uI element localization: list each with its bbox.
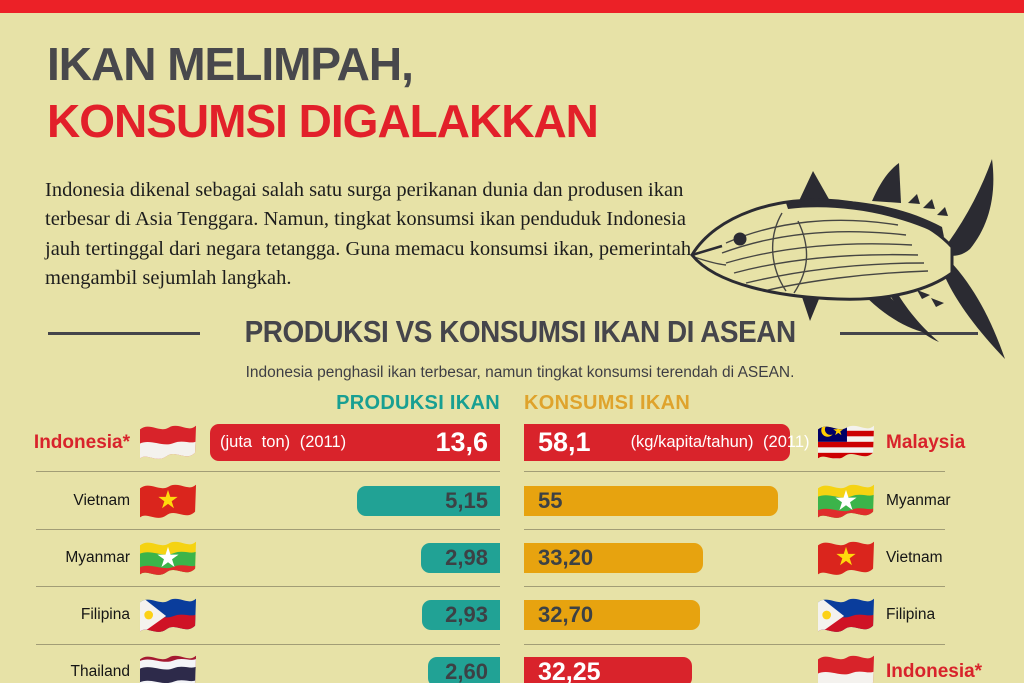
bar-unit-label: (juta ton) (2011) [220,433,347,451]
country-label-left: Indonesia* [33,431,130,453]
production-bar: 5,15 [357,486,500,516]
production-column-header: PRODUKSI IKAN [336,392,500,414]
bar-value: 5,15 [445,488,488,513]
philippines-flag-icon [817,592,875,638]
row-divider [36,586,500,587]
country-label-left: Thailand [70,663,130,680]
bar-unit-label: (kg/kapita/tahun) (2011) [630,433,810,451]
consumption-bar: 33,20 [524,543,703,573]
myanmar-flag-icon [817,478,875,524]
bar-value: 2,93 [445,602,488,627]
heading-rule-left [48,332,200,335]
top-red-bar [0,0,1024,13]
row-divider [36,644,500,645]
country-label-right: Malaysia [886,431,966,453]
section-subtitle: Indonesia penghasil ikan terbesar, namun… [245,364,795,381]
row-divider [524,471,945,472]
vietnam-flag-icon [139,478,197,524]
bar-value: 32,70 [538,602,594,627]
row-divider [524,586,945,587]
consumption-bar: 32,70 [524,600,700,630]
bar-value: 2,60 [445,659,488,683]
row-divider [36,471,500,472]
production-bar: 2,93 [422,600,500,630]
production-bar: 2,60 [428,657,500,683]
consumption-bar: 58,1 (kg/kapita/tahun) (2011) [524,424,810,461]
country-label-right: Vietnam [886,549,943,566]
country-label-right: Myanmar [886,492,951,509]
heading-rule-right [840,332,978,335]
country-label-left: Myanmar [65,549,130,566]
production-bar: 2,98 [421,543,500,573]
country-label-right: Filipina [886,606,936,623]
bar-value: 32,25 [538,657,601,683]
section-title: PRODUKSI VS KONSUMSI IKAN DI ASEAN [244,314,796,349]
row-divider [36,529,500,530]
production-bar: (juta ton) (2011) 13,6 [210,424,500,461]
country-label-left: Vietnam [73,492,130,509]
myanmar-flag-icon [139,535,197,581]
vietnam-flag-icon [817,535,875,581]
row-divider [524,529,945,530]
title-line-1: IKAN MELIMPAH, [47,38,414,90]
consumption-bar: 32,25 [524,657,692,683]
indonesia-flag-icon [817,649,875,683]
tuna-fish-illustration [690,159,1005,359]
bar-value: 58,1 [538,427,591,457]
country-label-right: Indonesia* [886,661,983,682]
malaysia-flag-icon [817,419,875,465]
country-label-left: Filipina [80,606,130,623]
bar-value: 55 [538,488,563,513]
bar-value: 33,20 [538,545,594,570]
title-line-2: KONSUMSI DIGALAKKAN [47,94,599,147]
intro-paragraph: Indonesia dikenal sebagai salah satu sur… [45,179,692,289]
row-divider [524,644,945,645]
consumption-bar: 55 [524,486,778,516]
bar-value: 2,98 [445,545,488,570]
philippines-flag-icon [139,592,197,638]
bar-value: 13,6 [435,427,488,457]
consumption-column-header: KONSUMSI IKAN [524,392,691,414]
indonesia-flag-icon [139,419,197,465]
page-title: IKAN MELIMPAH, KONSUMSI DIGALAKKAN [47,36,599,149]
thailand-flag-icon [139,649,197,683]
